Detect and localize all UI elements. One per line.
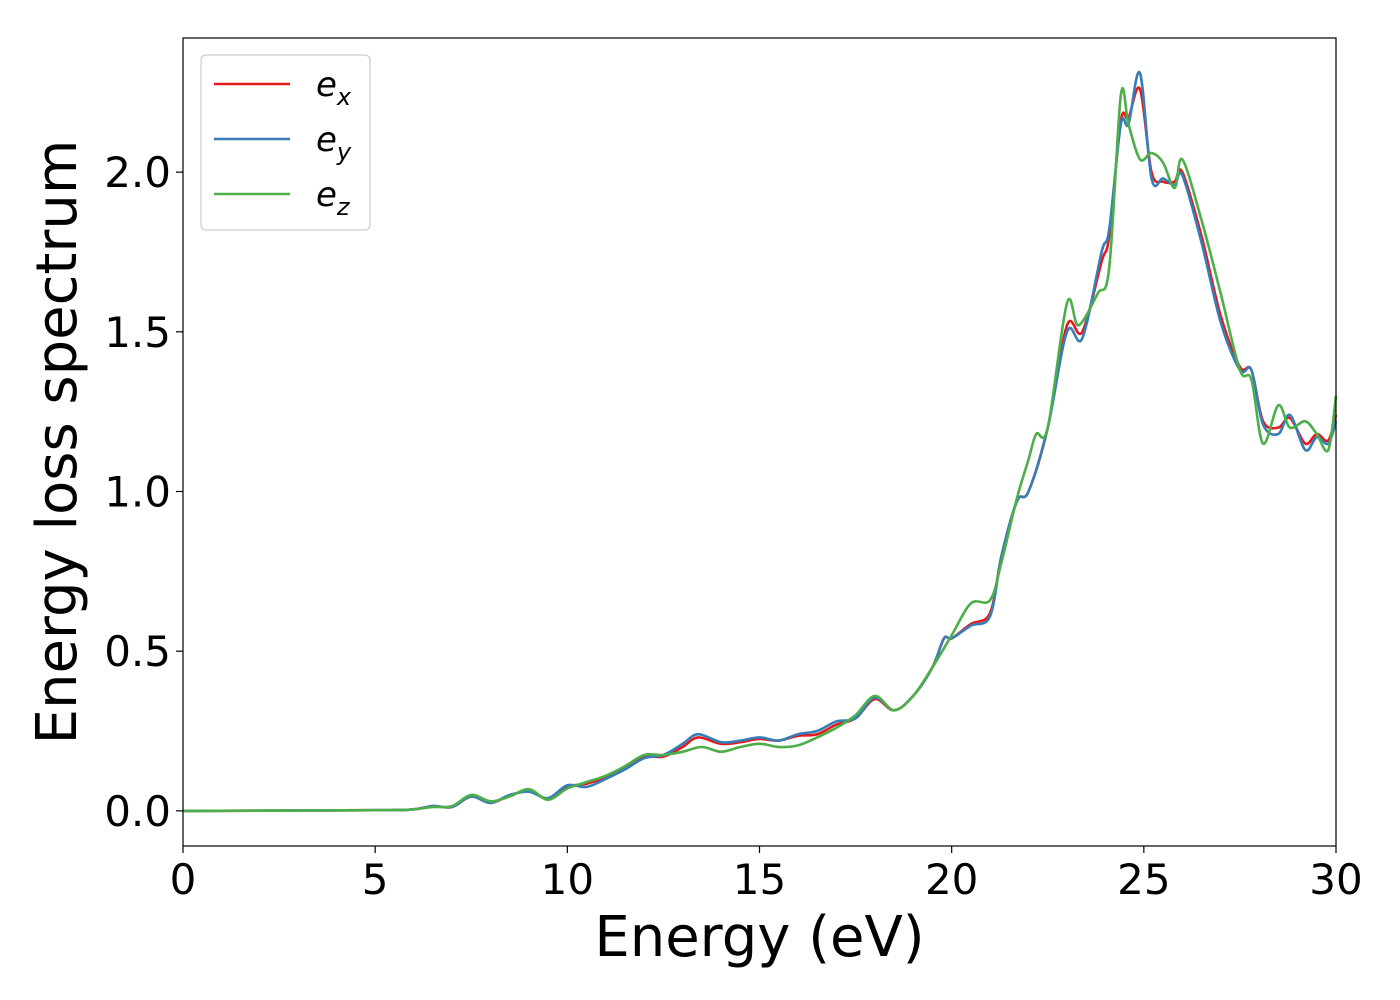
x-tick-label: 5 [362,855,389,904]
legend-label-subscript: y [336,138,352,166]
legend-label-subscript: z [336,193,351,221]
x-tick-label: 15 [733,855,786,904]
x-tick-label: 25 [1117,855,1170,904]
x-tick-label: 0 [170,855,197,904]
y-axis-title: Energy loss spectrum [25,140,90,745]
legend-label-subscript: x [336,83,352,111]
y-tick-label: 0.0 [104,787,171,836]
x-axis-ticks: 0 5 10 15 20 25 30 [170,846,1363,904]
y-axis-ticks: 0.0 0.5 1.0 1.5 2.0 [104,148,183,836]
x-tick-label: 20 [925,855,978,904]
y-tick-label: 1.5 [104,308,171,357]
y-tick-label: 1.0 [104,468,171,517]
x-tick-label: 30 [1309,855,1362,904]
x-axis-title: Energy (eV) [594,905,924,970]
x-tick-label: 10 [541,855,594,904]
legend-label-base: e [316,65,337,105]
legend-label-base: e [316,120,337,160]
legend-label-base: e [316,175,337,215]
y-tick-label: 0.5 [104,627,171,676]
y-tick-label: 2.0 [104,148,171,197]
